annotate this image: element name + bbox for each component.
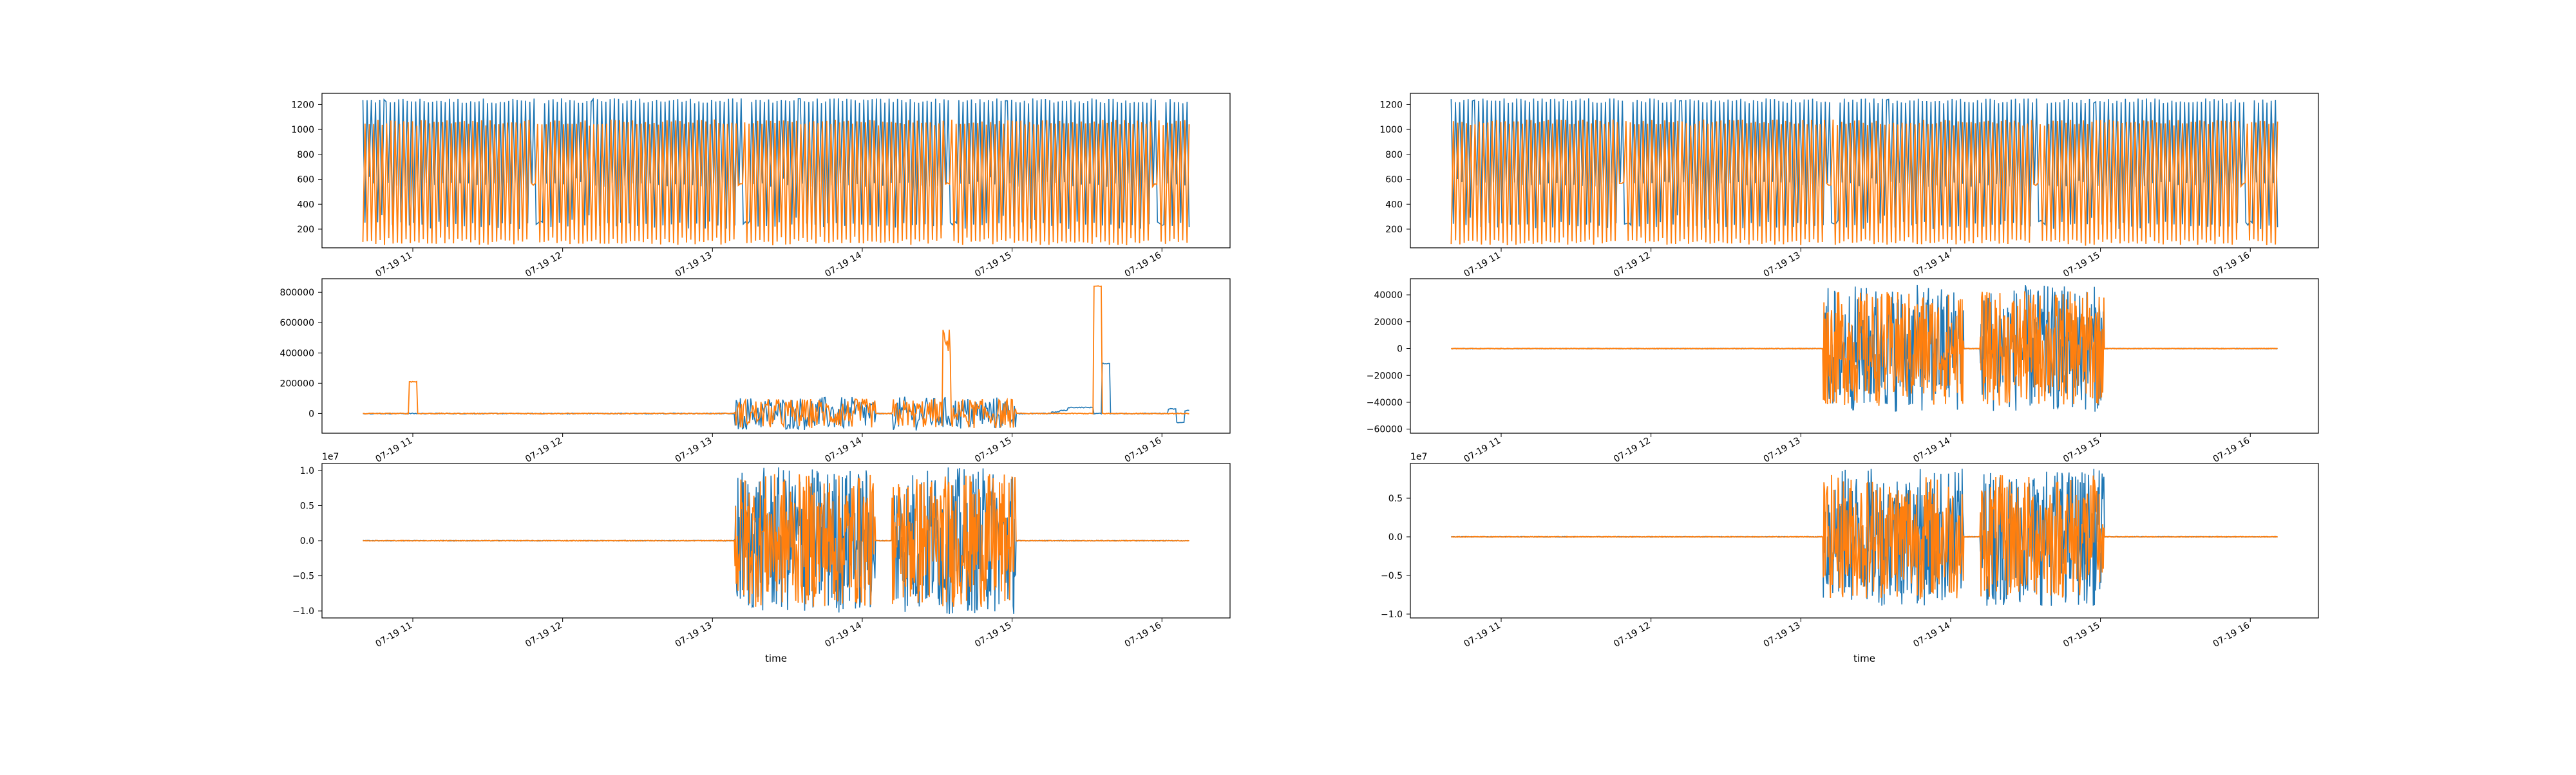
plot-area (1451, 469, 2278, 606)
y-tick-label: 0.0 (1388, 532, 1403, 543)
y-tick-label: 600 (1385, 175, 1403, 185)
y-tick-label: 800000 (280, 288, 314, 298)
x-tick-label: 07-19 12 (1612, 250, 1653, 279)
y-tick-label: 800 (1385, 150, 1403, 160)
x-tick-label: 07-19 11 (1462, 436, 1502, 465)
x-tick-label: 07-19 16 (2211, 621, 2252, 649)
x-tick-label: 07-19 16 (1123, 621, 1164, 649)
plot-area (362, 97, 1190, 246)
y-tick-label: 200 (1385, 225, 1403, 235)
y-tick-label: −1.0 (1381, 610, 1403, 620)
y-tick-label: 400 (1385, 200, 1403, 210)
axes-frame (321, 278, 1231, 434)
axes-frame (1410, 463, 2319, 619)
x-tick-label: 07-19 16 (2211, 250, 2252, 279)
x-tick-label: 07-19 16 (1123, 436, 1164, 465)
x-tick-label: 07-19 14 (1911, 621, 1952, 649)
x-axis-label: time (765, 653, 787, 664)
y-tick-label: 0 (308, 409, 314, 419)
x-tick-label: 07-19 11 (374, 436, 414, 465)
x-tick-label: 07-19 11 (1462, 621, 1502, 649)
y-tick-label: 1200 (291, 100, 314, 110)
x-tick-label: 07-19 14 (823, 621, 864, 649)
x-tick-label: 07-19 15 (973, 250, 1014, 279)
panel-2: 0 200000 400000 600000 800000 07-19 11 07-19 1… (280, 278, 1231, 465)
x-tick-label: 07-19 12 (524, 436, 564, 465)
x-tick-label: 07-19 15 (2061, 250, 2102, 279)
y-tick-label: 20000 (1374, 317, 1403, 328)
x-tick-label: 07-19 13 (1762, 436, 1803, 465)
x-tick-label: 07-19 13 (674, 436, 714, 465)
x-axis-label: time (1853, 653, 1875, 664)
panel-5: −60000 −40000 −20000 0 20000 40000 07-19 11 07-… (1367, 278, 2319, 465)
y-tick-label: 400 (297, 200, 314, 210)
plot-area (362, 467, 1189, 614)
plot-area (363, 285, 1189, 431)
x-tick-label: 07-19 12 (1612, 621, 1653, 649)
series-line-2 (1450, 291, 2278, 406)
y-tick-label: 800 (297, 150, 314, 160)
y-tick-label: 200 (297, 225, 314, 235)
y-exponent-label: 1e7 (1410, 452, 1427, 462)
y-exponent-label: 1e7 (322, 452, 339, 462)
axes-frame (1410, 93, 2319, 248)
y-tick-label: 1000 (1379, 125, 1403, 135)
panel-3: −1.0 −0.5 0.0 0.5 1.0 1e7 07-19 11 07-19 12 07-1… (292, 452, 1231, 664)
y-tick-label: 1000 (291, 125, 314, 135)
series-line-2 (362, 119, 1190, 246)
axes-frame (1410, 278, 2319, 434)
y-tick-label: −0.5 (1381, 571, 1403, 581)
x-tick-label: 07-19 15 (2061, 621, 2102, 649)
y-tick-label: 0.5 (300, 501, 314, 511)
y-tick-label: 1200 (1379, 100, 1403, 110)
y-tick-label: −1.0 (292, 606, 314, 617)
panel-6: −1.0 −0.5 0.0 0.5 1e7 07-19 11 07-19 12 07-19 1… (1381, 452, 2319, 664)
x-tick-label: 07-19 11 (374, 250, 414, 279)
y-tick-label: 600 (297, 175, 314, 185)
y-tick-label: 0.5 (1388, 494, 1403, 504)
x-tick-label: 07-19 14 (823, 250, 864, 279)
x-tick-label: 07-19 11 (374, 621, 414, 649)
x-tick-label: 07-19 16 (1123, 250, 1164, 279)
y-tick-label: 1.0 (300, 466, 314, 476)
x-tick-label: 07-19 14 (1911, 250, 1952, 279)
x-tick-label: 07-19 15 (2061, 436, 2102, 465)
y-tick-label: 400000 (280, 348, 314, 359)
series-line-1 (363, 362, 1189, 431)
x-tick-label: 07-19 15 (973, 436, 1014, 465)
y-tick-label: 200000 (280, 378, 314, 389)
panel-1: 200 400 600 800 1000 1200 07-19 11 07-19 12 07-1… (291, 93, 1231, 279)
x-tick-label: 07-19 13 (1762, 621, 1803, 649)
panel-4: 200 400 600 800 1000 1200 07-19 11 07-19 12 07-1… (1379, 93, 2319, 279)
plot-area (1450, 285, 2278, 412)
x-tick-label: 07-19 12 (524, 250, 564, 279)
y-tick-label: −40000 (1367, 398, 1403, 408)
x-tick-label: 07-19 16 (2211, 436, 2252, 465)
series-line-2 (1450, 119, 2278, 246)
x-tick-label: 07-19 12 (524, 621, 564, 649)
y-tick-label: −20000 (1367, 371, 1403, 381)
x-tick-label: 07-19 11 (1462, 250, 1502, 279)
x-tick-label: 07-19 14 (823, 436, 864, 465)
plot-area (1450, 98, 2278, 246)
x-tick-label: 07-19 15 (973, 621, 1014, 649)
y-tick-label: 0.0 (300, 536, 314, 546)
x-tick-label: 07-19 12 (1612, 436, 1653, 465)
series-line-2 (363, 285, 1189, 429)
y-tick-label: 40000 (1374, 290, 1403, 301)
y-tick-label: 600000 (280, 318, 314, 328)
y-tick-label: −0.5 (292, 572, 314, 582)
x-tick-label: 07-19 13 (674, 250, 714, 279)
axes-frame (321, 93, 1231, 248)
x-tick-label: 07-19 13 (674, 621, 714, 649)
series-line-2 (362, 474, 1189, 608)
y-tick-label: 0 (1397, 344, 1403, 355)
x-tick-label: 07-19 14 (1911, 436, 1952, 465)
series-line-2 (1451, 474, 2278, 599)
x-tick-label: 07-19 13 (1762, 250, 1803, 279)
y-tick-label: −60000 (1367, 425, 1403, 435)
